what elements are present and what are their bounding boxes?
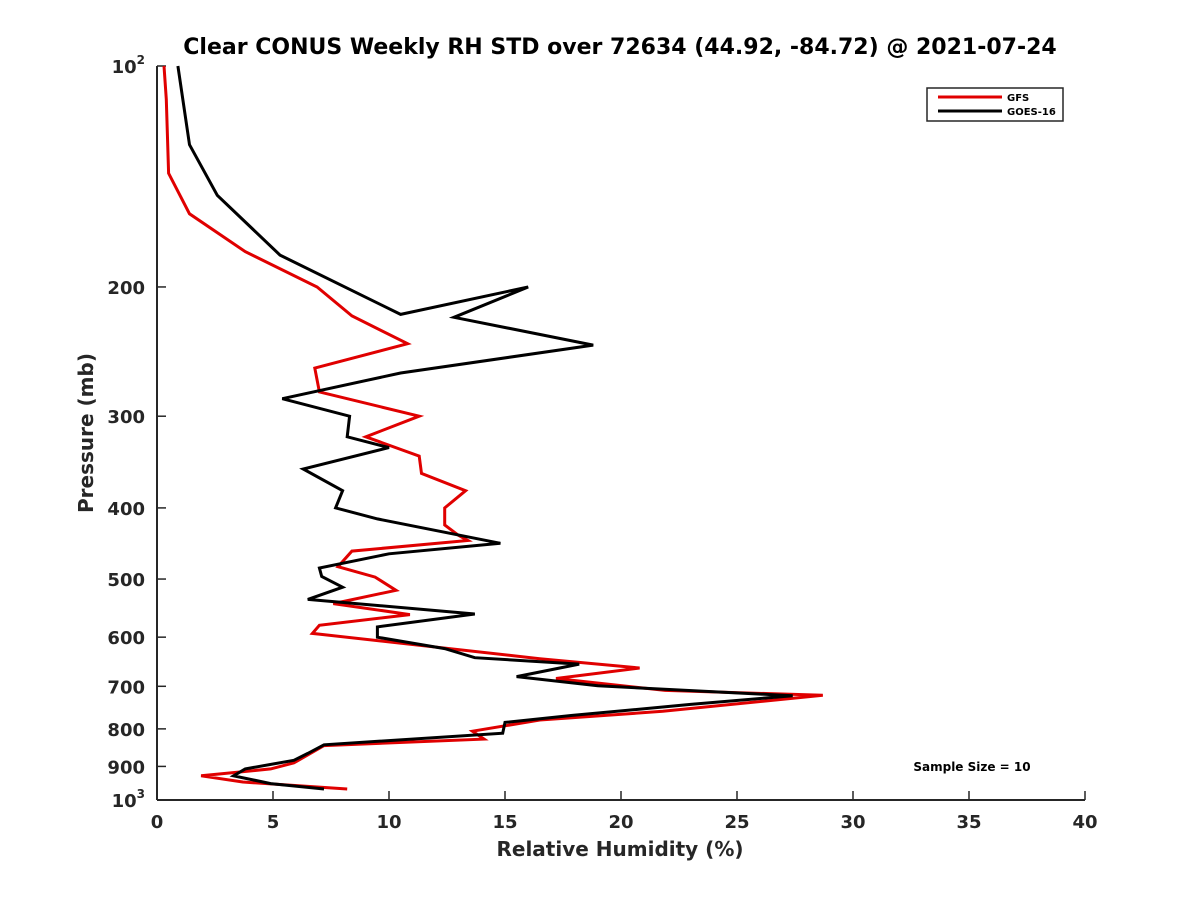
x-tick-label: 15 <box>492 812 517 833</box>
legend-label-goes16: GOES-16 <box>1007 107 1056 118</box>
y-tick-label: 400 <box>107 499 145 520</box>
y-tick-label: 500 <box>107 570 145 591</box>
y-tick-label: 900 <box>107 757 145 778</box>
y-axis-label: Pressure (mb) <box>74 353 98 513</box>
chart-title: Clear CONUS Weekly RH STD over 72634 (44… <box>183 35 1056 60</box>
legend-box <box>926 87 1064 122</box>
legend-label-gfs: GFS <box>1007 93 1029 104</box>
x-tick-label: 25 <box>724 812 749 833</box>
y-tick-label: 103 <box>112 787 145 812</box>
y-tick-label: 102 <box>112 53 145 78</box>
series-line-goes16 <box>176 65 793 791</box>
legend: GFS GOES-16 <box>926 87 1064 122</box>
x-tick-label: 40 <box>1072 812 1097 833</box>
x-tick-label: 20 <box>608 812 633 833</box>
axes: 0 5 10 15 20 25 30 35 40 102 200 300 400 500 600 700 800… <box>107 53 1097 833</box>
y-tick-label: 600 <box>107 628 145 649</box>
x-tick-label: 0 <box>151 812 164 833</box>
x-tick-label: 35 <box>956 812 981 833</box>
x-tick-label: 30 <box>840 812 865 833</box>
y-tick-label: 300 <box>107 407 145 428</box>
y-tick-label: 200 <box>107 278 145 299</box>
x-tick-label: 10 <box>376 812 401 833</box>
x-axis-label: Relative Humidity (%) <box>496 837 743 861</box>
series-layer <box>162 65 823 791</box>
series-line-gfs <box>162 65 823 791</box>
y-tick-label: 800 <box>107 720 145 741</box>
x-tick-label: 5 <box>267 812 280 833</box>
y-tick-label: 700 <box>107 677 145 698</box>
sample-size-annotation: Sample Size = 10 <box>913 760 1030 774</box>
